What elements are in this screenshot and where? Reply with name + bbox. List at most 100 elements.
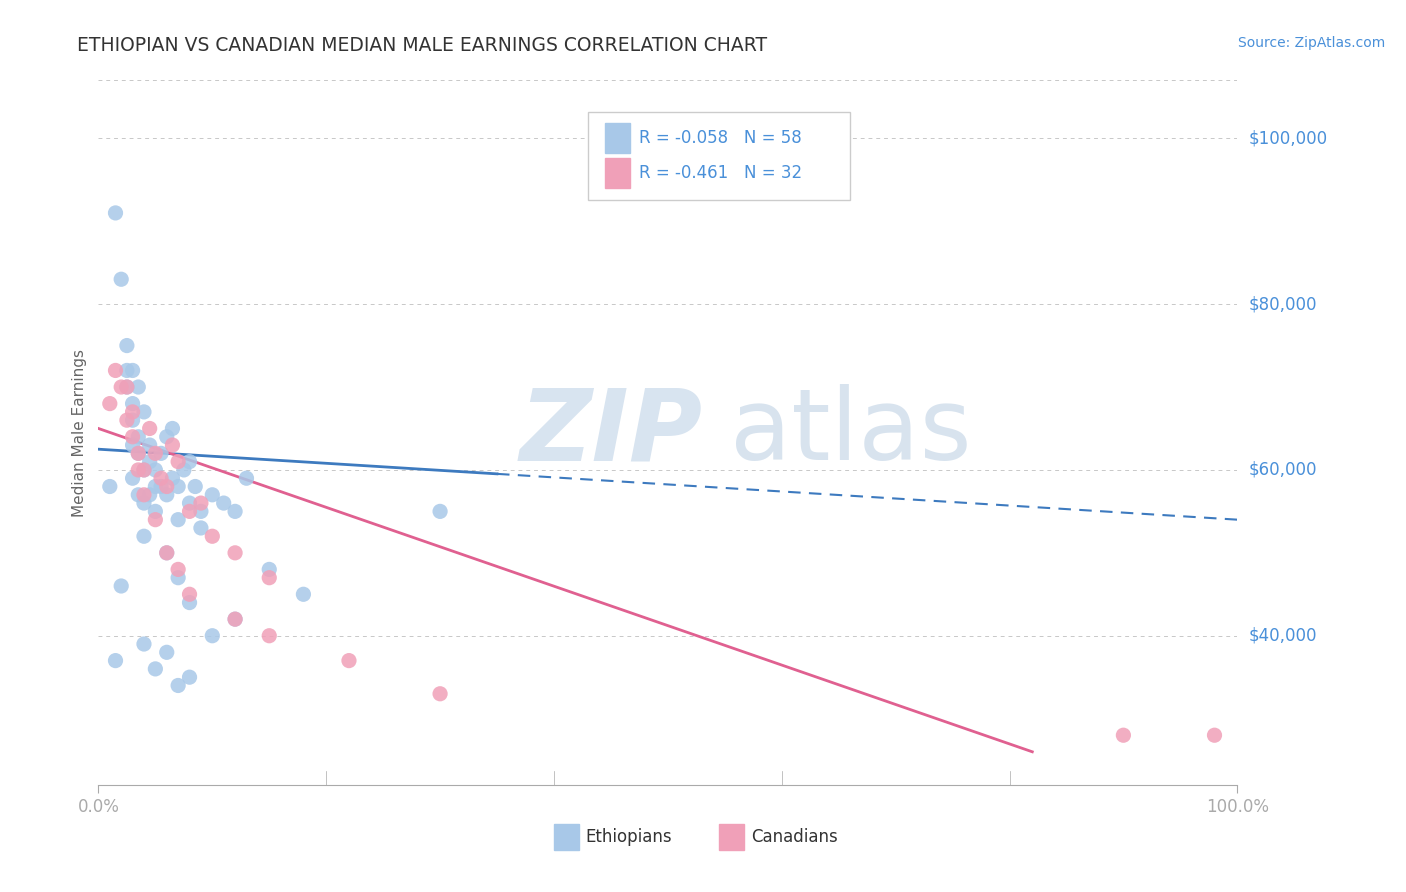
FancyBboxPatch shape <box>588 112 851 200</box>
Point <box>121 471 143 485</box>
Point <box>162 438 184 452</box>
Point <box>115 363 138 377</box>
Point <box>132 637 155 651</box>
Point <box>156 645 179 659</box>
Point <box>115 338 138 352</box>
Point <box>201 529 224 543</box>
Point <box>167 479 190 493</box>
Point <box>121 405 143 419</box>
Point <box>190 521 212 535</box>
Point <box>121 413 143 427</box>
Point <box>138 421 160 435</box>
Point <box>104 654 127 668</box>
Point <box>127 430 149 444</box>
Point <box>127 446 149 460</box>
Point <box>115 413 138 427</box>
Text: $40,000: $40,000 <box>1249 627 1317 645</box>
Point <box>145 662 167 676</box>
Point <box>115 380 138 394</box>
Point <box>184 479 207 493</box>
Text: ETHIOPIAN VS CANADIAN MEDIAN MALE EARNINGS CORRELATION CHART: ETHIOPIAN VS CANADIAN MEDIAN MALE EARNIN… <box>77 36 768 54</box>
Point <box>156 546 179 560</box>
Bar <box>605 123 630 153</box>
Point <box>145 446 167 460</box>
Point <box>138 455 160 469</box>
Y-axis label: Median Male Earnings: Median Male Earnings <box>72 349 87 516</box>
Point <box>156 546 179 560</box>
Point <box>235 471 257 485</box>
Point <box>150 471 173 485</box>
Text: $60,000: $60,000 <box>1249 461 1317 479</box>
Point <box>224 546 246 560</box>
Point <box>156 479 179 493</box>
Point <box>127 380 149 394</box>
Point <box>132 488 155 502</box>
Point <box>224 612 246 626</box>
Point <box>201 488 224 502</box>
Point <box>98 479 121 493</box>
Point <box>179 504 201 518</box>
Point <box>1112 728 1135 742</box>
Point <box>190 504 212 518</box>
Point <box>179 596 201 610</box>
Point <box>179 670 201 684</box>
Point <box>190 496 212 510</box>
Bar <box>718 823 744 850</box>
Point <box>145 479 167 493</box>
Point <box>259 629 281 643</box>
Point <box>138 438 160 452</box>
Text: R = -0.058   N = 58: R = -0.058 N = 58 <box>640 129 803 147</box>
Point <box>429 687 451 701</box>
Point <box>167 513 190 527</box>
Point <box>1204 728 1226 742</box>
Point <box>127 446 149 460</box>
Point <box>156 488 179 502</box>
Point <box>259 571 281 585</box>
Point <box>98 396 121 410</box>
Point <box>132 463 155 477</box>
Point <box>429 504 451 518</box>
Text: Canadians: Canadians <box>751 828 838 847</box>
Text: $80,000: $80,000 <box>1249 295 1317 313</box>
Point <box>145 463 167 477</box>
Text: Source: ZipAtlas.com: Source: ZipAtlas.com <box>1237 36 1385 50</box>
Point <box>121 430 143 444</box>
Point <box>132 529 155 543</box>
Point <box>224 504 246 518</box>
Point <box>167 455 190 469</box>
Point <box>104 363 127 377</box>
Point <box>156 430 179 444</box>
Point <box>167 562 190 576</box>
Text: ZIP: ZIP <box>520 384 703 481</box>
Point <box>167 678 190 692</box>
Point <box>162 421 184 435</box>
Point <box>127 488 149 502</box>
Point <box>179 496 201 510</box>
Point <box>179 455 201 469</box>
Point <box>121 363 143 377</box>
Point <box>132 496 155 510</box>
Point <box>132 405 155 419</box>
Point <box>115 380 138 394</box>
Point <box>212 496 235 510</box>
Point <box>150 446 173 460</box>
Point <box>110 579 132 593</box>
Point <box>145 504 167 518</box>
Point <box>179 587 201 601</box>
Bar <box>605 159 630 188</box>
Point <box>132 463 155 477</box>
Point <box>150 479 173 493</box>
Point <box>110 272 132 286</box>
Point <box>224 612 246 626</box>
Point <box>104 206 127 220</box>
Point <box>259 562 281 576</box>
Text: atlas: atlas <box>731 384 972 481</box>
Point <box>173 463 195 477</box>
Point <box>138 488 160 502</box>
Point <box>121 438 143 452</box>
Point <box>162 471 184 485</box>
Text: R = -0.461   N = 32: R = -0.461 N = 32 <box>640 164 803 182</box>
Point <box>292 587 315 601</box>
Bar <box>554 823 579 850</box>
Text: Ethiopians: Ethiopians <box>586 828 672 847</box>
